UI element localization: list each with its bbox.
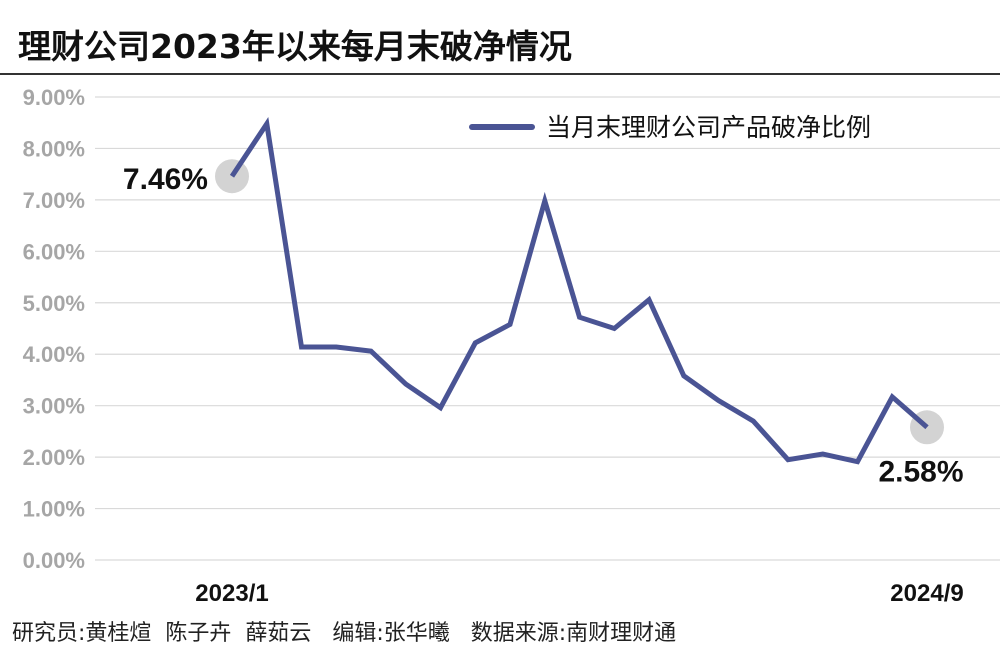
y-tick-label: 0.00% bbox=[23, 548, 85, 573]
y-axis-tick-labels: 0.00% 1.00% 2.00% 3.00% 4.00% 5.00% 6.00% 7.00%… bbox=[23, 85, 85, 573]
y-tick-label: 1.00% bbox=[23, 497, 85, 522]
y-tick-label: 6.00% bbox=[23, 239, 85, 264]
x-axis-tick-labels: 2023/1 2024/9 bbox=[195, 580, 963, 607]
data-label: 7.46% bbox=[123, 163, 208, 196]
data-point-highlights bbox=[215, 159, 944, 445]
x-tick-label: 2023/1 bbox=[195, 580, 268, 607]
y-tick-label: 4.00% bbox=[23, 342, 85, 367]
y-tick-label: 7.00% bbox=[23, 188, 85, 213]
legend: 当月末理财公司产品破净比例 bbox=[469, 113, 871, 142]
series-line bbox=[229, 117, 929, 465]
data-point-highlight bbox=[215, 159, 249, 194]
data-label: 2.58% bbox=[878, 455, 963, 488]
grid-lines bbox=[95, 96, 1000, 561]
y-tick-label: 2.00% bbox=[23, 445, 85, 470]
data-labels: 7.46% 2.58% bbox=[123, 163, 964, 488]
legend-label: 当月末理财公司产品破净比例 bbox=[546, 113, 871, 142]
series-lines bbox=[229, 117, 929, 465]
y-tick-label: 5.00% bbox=[23, 291, 85, 316]
chart-title: 理财公司2023年以来每月末破净情况 bbox=[18, 27, 572, 66]
credits-line: 研究员:黄桂煊 陈子卉 薛茹云 编辑:张华曦 数据来源:南财理财通 bbox=[12, 621, 676, 646]
y-tick-label: 9.00% bbox=[23, 85, 85, 110]
y-tick-label: 8.00% bbox=[23, 136, 85, 161]
y-tick-label: 3.00% bbox=[23, 394, 85, 419]
x-tick-label: 2024/9 bbox=[890, 580, 963, 607]
